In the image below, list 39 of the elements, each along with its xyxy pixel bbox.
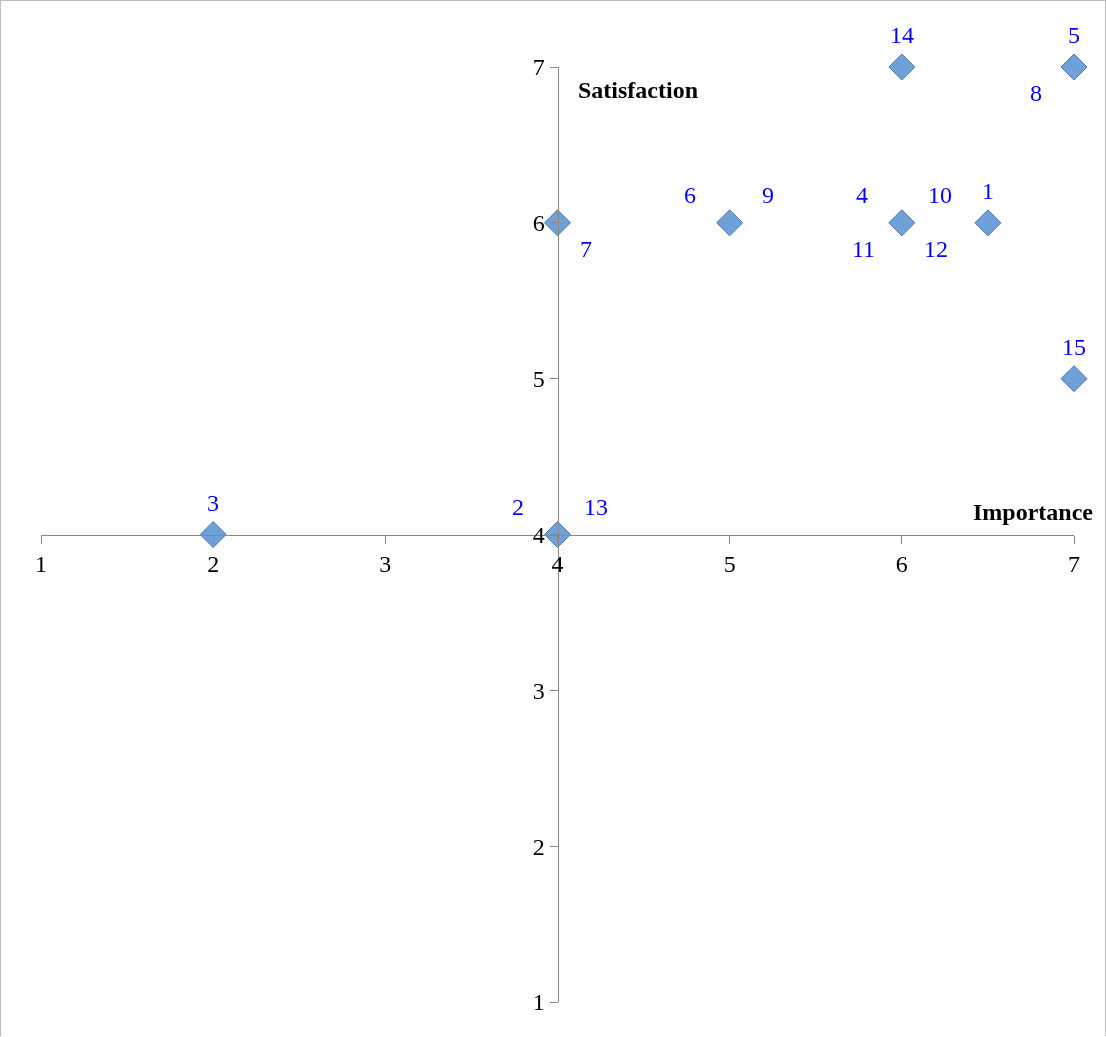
x-tick-label: 5 [723,551,736,578]
annotation: 15 [1062,334,1086,360]
x-tick-label: 1 [35,551,47,578]
annotation: 2 [512,494,524,520]
point [1060,365,1088,393]
x-tick-label: 4 [551,551,564,578]
y-axis-title: Satisfaction [578,77,698,103]
annotation: 6 [684,182,696,208]
point [716,209,744,237]
x-tick-label: 7 [1068,551,1080,578]
point [888,53,916,81]
annotation: 11 [852,236,876,262]
annotation: 10 [928,182,952,208]
annotation: 12 [924,236,948,262]
x-tick-label: 6 [895,551,908,578]
annotation: 8 [1030,80,1042,106]
x-tick-label: 3 [379,551,392,578]
annotation: 4 [856,182,868,208]
annotation: 3 [207,490,219,516]
y-tick-label: 6 [532,210,545,237]
annotation: 13 [584,494,608,520]
y-tick-label: 2 [532,833,545,860]
point [1060,53,1088,81]
y-tick-label: 1 [532,989,545,1016]
y-tick-label: 4 [532,521,545,548]
y-tick-label: 3 [532,677,545,704]
annotation: 14 [890,22,914,48]
point [199,521,227,548]
annotation: 1 [982,178,994,204]
point [888,209,916,237]
y-tick-label: 5 [532,366,545,393]
y-tick-label: 7 [532,54,545,81]
x-tick-label: 2 [207,551,220,578]
x-axis-title: Importance [973,499,1094,525]
annotation: 9 [762,182,774,208]
point [544,209,571,237]
annotation: 7 [580,236,592,262]
annotation: 5 [1068,22,1080,48]
point [974,209,1002,237]
